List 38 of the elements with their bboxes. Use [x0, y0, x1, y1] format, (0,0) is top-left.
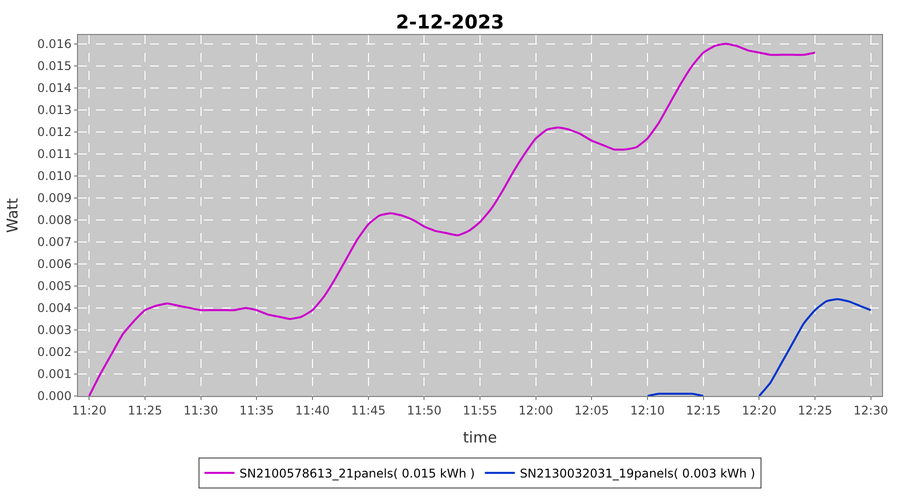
- legend-label: SN2130032031_19panels( 0.003 kWh ): [520, 466, 756, 481]
- x-tick-label: 11:45: [351, 403, 386, 418]
- x-tick-label: 12:25: [798, 403, 832, 418]
- legend-label: SN2100578613_21panels( 0.015 kWh ): [240, 466, 475, 481]
- y-tick-label: 0.006: [37, 257, 72, 272]
- x-tick-label: 11:50: [406, 403, 442, 418]
- x-tick-label: 11:20: [72, 403, 106, 418]
- x-tick-label: 12:15: [686, 403, 721, 418]
- line-series: [88, 42, 816, 396]
- y-tick-label: 0.011: [37, 147, 72, 162]
- y-tick-label: 0.016: [37, 37, 72, 51]
- x-tick-label: 12:10: [630, 403, 665, 418]
- y-tick-label: 0.000: [37, 389, 72, 404]
- y-tick-label: 0.005: [37, 279, 72, 294]
- y-tick-label: 0.002: [37, 345, 72, 360]
- chart-title: 2-12-2023: [396, 11, 504, 34]
- y-tick-label: 0.007: [37, 235, 72, 250]
- x-tick-label: 11:35: [239, 403, 274, 418]
- y-tick-label: 0.009: [37, 191, 72, 206]
- x-tick-label: 12:30: [854, 403, 888, 418]
- x-tick-label: 12:00: [518, 403, 554, 418]
- y-tick-label: 0.010: [37, 169, 72, 184]
- y-axis-title: Watt: [3, 198, 22, 233]
- y-tick-label: 0.003: [37, 323, 72, 338]
- x-tick-label: 11:25: [128, 403, 162, 418]
- y-tick-label: 0.013: [37, 103, 72, 118]
- y-tick-label: 0.015: [37, 59, 72, 74]
- x-tick-label: 11:55: [462, 403, 498, 418]
- x-tick-label: 12:05: [574, 403, 609, 418]
- y-tick-label: 0.008: [37, 213, 72, 228]
- x-tick-label: 11:30: [184, 403, 218, 418]
- x-tick-label: 12:20: [742, 403, 776, 418]
- y-tick-label: 0.014: [37, 81, 72, 96]
- y-tick-label: 0.004: [37, 301, 72, 316]
- x-tick-label: 11:40: [295, 403, 330, 418]
- y-tick-label: 0.001: [37, 367, 72, 382]
- x-axis-title: time: [463, 428, 497, 446]
- y-tick-label: 0.012: [37, 125, 72, 140]
